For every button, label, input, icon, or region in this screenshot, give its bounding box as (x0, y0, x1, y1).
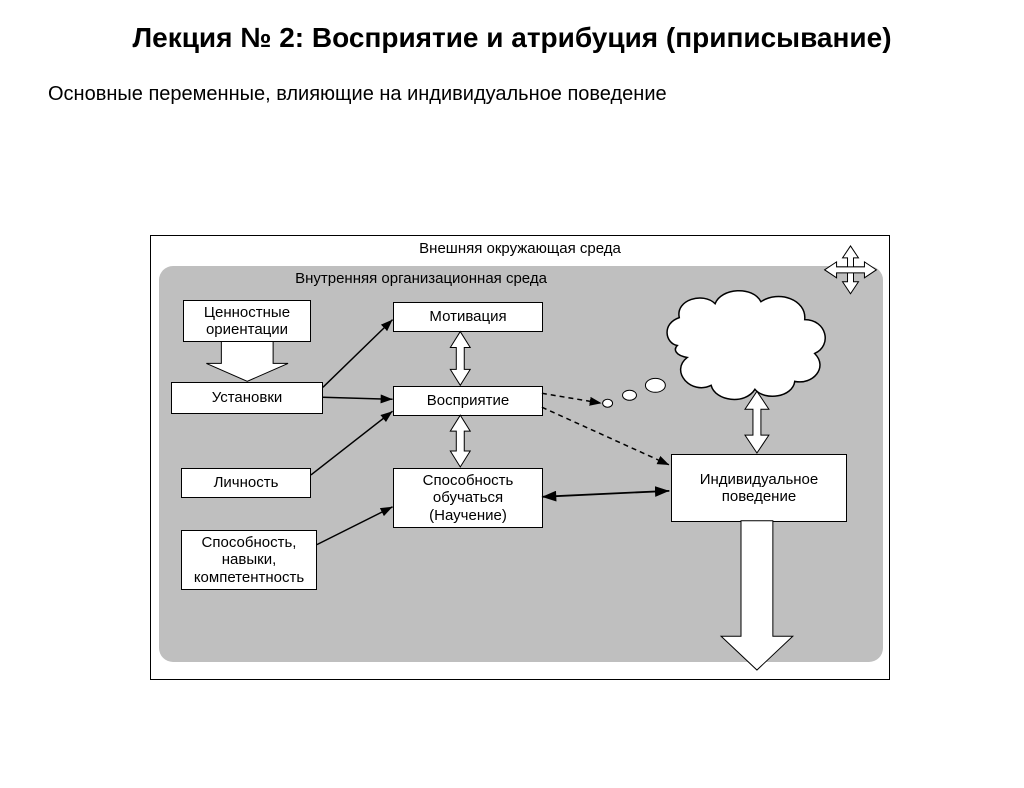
arrow-learning-behavior (542, 491, 669, 497)
arrow-perception-behavior (542, 407, 669, 465)
diagram-svg (151, 236, 889, 679)
arrow-skills-learning (317, 507, 393, 545)
diagram-container: Внешняя окружающая среда Внутренняя орга… (150, 235, 890, 680)
cloud-situation (603, 291, 826, 408)
page-subtitle: Основные переменные, влияющие на индивид… (48, 83, 1024, 106)
arrow-perception-learning (450, 415, 470, 467)
arrow-external-cross (825, 246, 877, 294)
arrow-motivation-perception (450, 332, 470, 386)
arrow-personality-perception (311, 411, 393, 475)
arrow-values-attitudes (206, 342, 288, 382)
arrow-behavior-out (721, 521, 793, 670)
arrow-attitudes-motivation (323, 320, 393, 388)
arrow-attitudes-perception (323, 397, 393, 399)
arrow-situation-behavior (745, 391, 769, 453)
arrow-perception-situation (542, 393, 602, 403)
page-title: Лекция № 2: Восприятие и атрибуция (прип… (0, 20, 1024, 55)
